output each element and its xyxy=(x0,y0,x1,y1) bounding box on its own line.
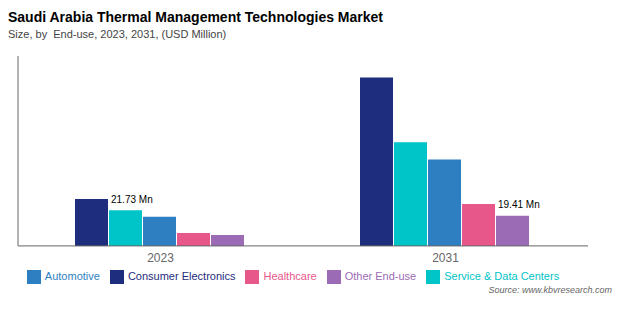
html-text:Service & Data Centers: Service & Data Centers xyxy=(444,269,560,282)
svg-text:2023: 2023 xyxy=(147,251,174,265)
svg-text:19.41 Mn: 19.41 Mn xyxy=(498,199,540,210)
html-text:Size, by End-use, 2023, 2031,: Size, by End-use, 2023, 2031, (USD Milli… xyxy=(8,28,227,40)
html-text:Automotive: Automotive xyxy=(44,269,100,282)
html-text:Consumer Electronics: Consumer Electronics xyxy=(127,269,236,282)
html-text:Other End-use: Other End-use xyxy=(344,269,417,282)
html-text:Source: www.kbvresearch.com: Source: www.kbvresearch.com xyxy=(488,285,612,295)
svg-text:21.73 Mn: 21.73 Mn xyxy=(111,194,153,205)
html-text:Healthcare: Healthcare xyxy=(263,269,317,282)
svg-text:2031: 2031 xyxy=(432,251,459,265)
html-text:Saudi Arabia Thermal Managemen: Saudi Arabia Thermal Management Technolo… xyxy=(8,9,383,25)
